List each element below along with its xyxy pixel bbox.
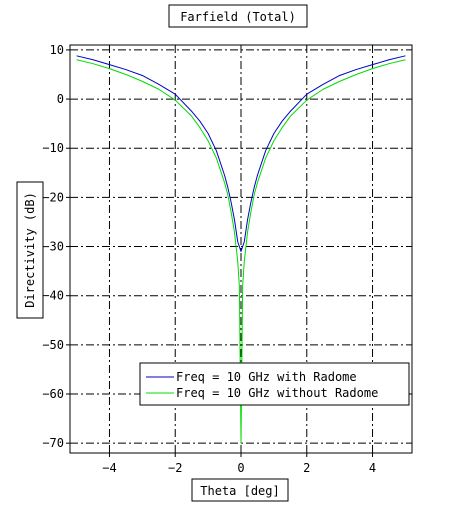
x-tick-label: −2 bbox=[168, 461, 182, 475]
axis-ticks bbox=[66, 49, 374, 457]
y-tick-label: −30 bbox=[42, 240, 64, 254]
legend-label-with-radome: Freq = 10 GHz with Radome bbox=[176, 370, 357, 384]
legend-box bbox=[139, 362, 410, 406]
y-tick-label: −40 bbox=[42, 289, 64, 303]
x-tick-label: 0 bbox=[237, 461, 244, 475]
legend: Freq = 10 GHz with Radome Freq = 10 GHz … bbox=[139, 362, 410, 406]
x-axis-label: Theta [deg] bbox=[200, 484, 279, 498]
y-tick-label: −10 bbox=[42, 141, 64, 155]
x-tick-label: 2 bbox=[303, 461, 310, 475]
x-axis-label-box bbox=[191, 478, 289, 502]
y-tick-label: −60 bbox=[42, 387, 64, 401]
y-tick-label: −20 bbox=[42, 190, 64, 204]
x-tick-label: 4 bbox=[369, 461, 376, 475]
series-line-with-radome bbox=[76, 55, 406, 252]
y-tick-label: −50 bbox=[42, 338, 64, 352]
y-tick-label: −70 bbox=[42, 436, 64, 450]
y-tick-labels: 10 0 −10 −20 −30 −40 −50 −60 −70 bbox=[42, 43, 64, 450]
y-axis-label-box bbox=[16, 181, 44, 319]
chart-title-box bbox=[168, 4, 308, 28]
chart-title: Farfield (Total) bbox=[180, 10, 296, 24]
legend-label-without-radome: Freq = 10 GHz without Radome bbox=[176, 386, 378, 400]
y-axis-label: Directivity (dB) bbox=[23, 192, 37, 308]
y-tick-label: 0 bbox=[57, 92, 64, 106]
x-tick-label: −4 bbox=[102, 461, 116, 475]
y-tick-label: 10 bbox=[50, 43, 64, 57]
series-line-without-radome bbox=[76, 59, 406, 444]
x-tick-labels: −4 −2 0 2 4 bbox=[102, 461, 376, 475]
series-lines bbox=[76, 55, 406, 444]
